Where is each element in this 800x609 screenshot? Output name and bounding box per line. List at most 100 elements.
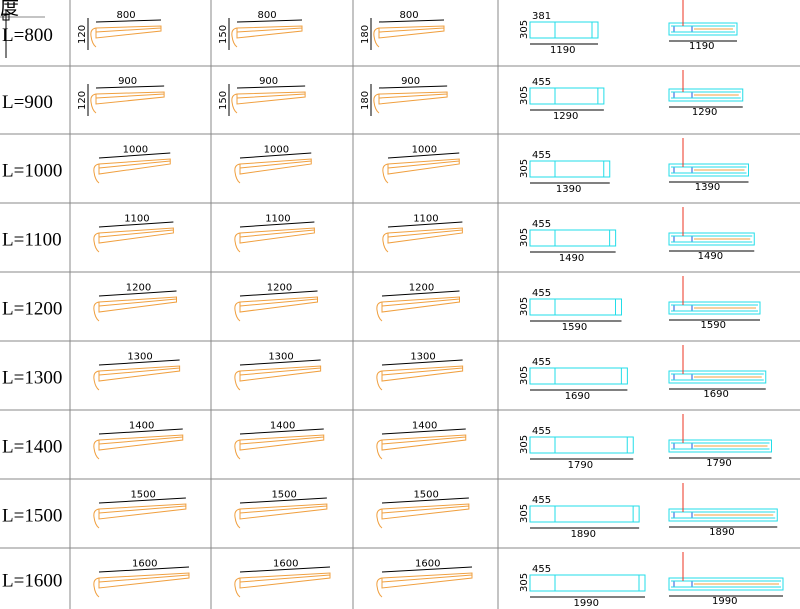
height-dimension: 150 <box>218 91 229 110</box>
beam-shape <box>236 91 306 105</box>
plan-left-dimension: 455 <box>532 495 551 506</box>
plan-left-dimension: 455 <box>532 150 551 161</box>
length-dimension-line <box>239 152 312 159</box>
beam-elevation: 1600 <box>376 559 473 598</box>
support-block <box>673 373 693 381</box>
beam-end <box>90 93 97 114</box>
length-dimension-line <box>98 152 171 159</box>
row-label: L=1400 <box>2 437 62 458</box>
length-dimension: 1200 <box>409 283 434 294</box>
plan-view-right: 1290 <box>668 70 744 118</box>
beam-elevation: 1300 <box>234 352 322 391</box>
plan-width-dimension: 1490 <box>698 251 723 262</box>
length-dimension-line <box>98 428 183 435</box>
plan-width-dimension: 1290 <box>692 107 717 118</box>
beam-elevation: 1300 <box>93 352 181 391</box>
beam-end <box>93 508 100 529</box>
beam-elevation: 1400 <box>234 421 325 460</box>
row-label: L=1500 <box>2 506 62 527</box>
beam-elevation: 1200 <box>234 283 318 322</box>
length-dimension-line <box>378 85 448 89</box>
beam-end <box>93 232 100 253</box>
plan-left-dimension: 381 <box>532 11 551 22</box>
beam-end <box>231 93 238 114</box>
height-dimension: 150 <box>218 25 229 44</box>
beam-shape <box>98 572 190 589</box>
length-dimension-line <box>381 359 463 366</box>
plan-width-dimension: 1690 <box>703 389 728 400</box>
row-label: L=900 <box>2 92 53 113</box>
beam-end <box>93 163 100 184</box>
length-dimension: 1600 <box>132 559 157 570</box>
length-dimension-line <box>239 566 331 573</box>
beam-elevation: 1100 <box>382 214 463 253</box>
beam-elevation: 1600 <box>93 559 190 598</box>
plan-width-dimension: 1390 <box>695 182 720 193</box>
beam-elevation: 1500 <box>93 490 187 529</box>
plan-width-dimension: 1590 <box>701 320 726 331</box>
plan-left-dimension: 455 <box>532 219 551 230</box>
length-dimension: 1400 <box>270 421 295 432</box>
beam-shape <box>239 434 325 451</box>
support-block <box>673 235 693 243</box>
length-dimension: 1100 <box>124 214 149 225</box>
length-dimension: 1400 <box>129 421 154 432</box>
beam-shape <box>98 158 171 175</box>
row-label: L=1000 <box>2 161 62 182</box>
beam-elevation: 1200 <box>93 283 177 322</box>
beam-shape <box>381 434 467 451</box>
beam-end <box>90 27 97 48</box>
plan-outline <box>668 163 749 177</box>
length-dimension: 1400 <box>412 421 437 432</box>
plan-height-dimension: 305 <box>519 366 530 385</box>
plan-outline <box>529 574 646 592</box>
beam-shape <box>239 158 312 175</box>
plan-width-dimension: 1290 <box>553 111 578 122</box>
plan-height-dimension: 305 <box>519 435 530 454</box>
plan-outline <box>529 21 599 39</box>
beam-end <box>93 439 100 460</box>
beam-shape <box>381 296 460 313</box>
beam-elevation: 1200 <box>376 283 460 322</box>
plan-left-dimension: 455 <box>532 564 551 575</box>
beam-elevation: 900 120 <box>77 76 165 116</box>
row-label: L=1300 <box>2 368 62 389</box>
support-block <box>673 304 693 312</box>
plan-outline <box>668 88 744 102</box>
beam-end <box>382 163 389 184</box>
grip-square <box>2 13 10 21</box>
length-dimension-line <box>381 290 460 297</box>
beam-end <box>93 370 100 391</box>
length-dimension: 1300 <box>127 352 152 363</box>
plan-width-dimension: 1890 <box>709 527 734 538</box>
beam-end <box>231 27 238 48</box>
length-dimension: 1100 <box>413 214 438 225</box>
length-dimension: 1300 <box>268 352 293 363</box>
length-dimension-line <box>387 221 463 228</box>
beam-shape <box>98 503 187 520</box>
plan-outline <box>529 505 640 523</box>
beam-elevation: 800 150 <box>218 10 303 50</box>
length-dimension-line <box>95 85 165 89</box>
length-dimension-line <box>239 428 324 435</box>
plan-view-right: 1590 <box>668 276 761 331</box>
plan-height-dimension: 305 <box>519 20 530 39</box>
beam-end <box>376 508 383 529</box>
plan-outline <box>668 22 738 36</box>
plan-height-dimension: 305 <box>519 86 530 105</box>
plan-width-dimension: 1590 <box>562 322 587 333</box>
length-dimension-line <box>236 19 303 23</box>
beam-shape <box>95 91 165 105</box>
length-dimension: 900 <box>118 76 137 87</box>
length-dimension: 900 <box>259 76 278 87</box>
length-dimension-line <box>98 290 177 297</box>
beam-elevation: 900 180 <box>360 76 448 116</box>
plan-outline <box>529 298 622 316</box>
length-dimension-line <box>381 566 473 573</box>
beam-elevation: 1000 <box>234 145 312 184</box>
